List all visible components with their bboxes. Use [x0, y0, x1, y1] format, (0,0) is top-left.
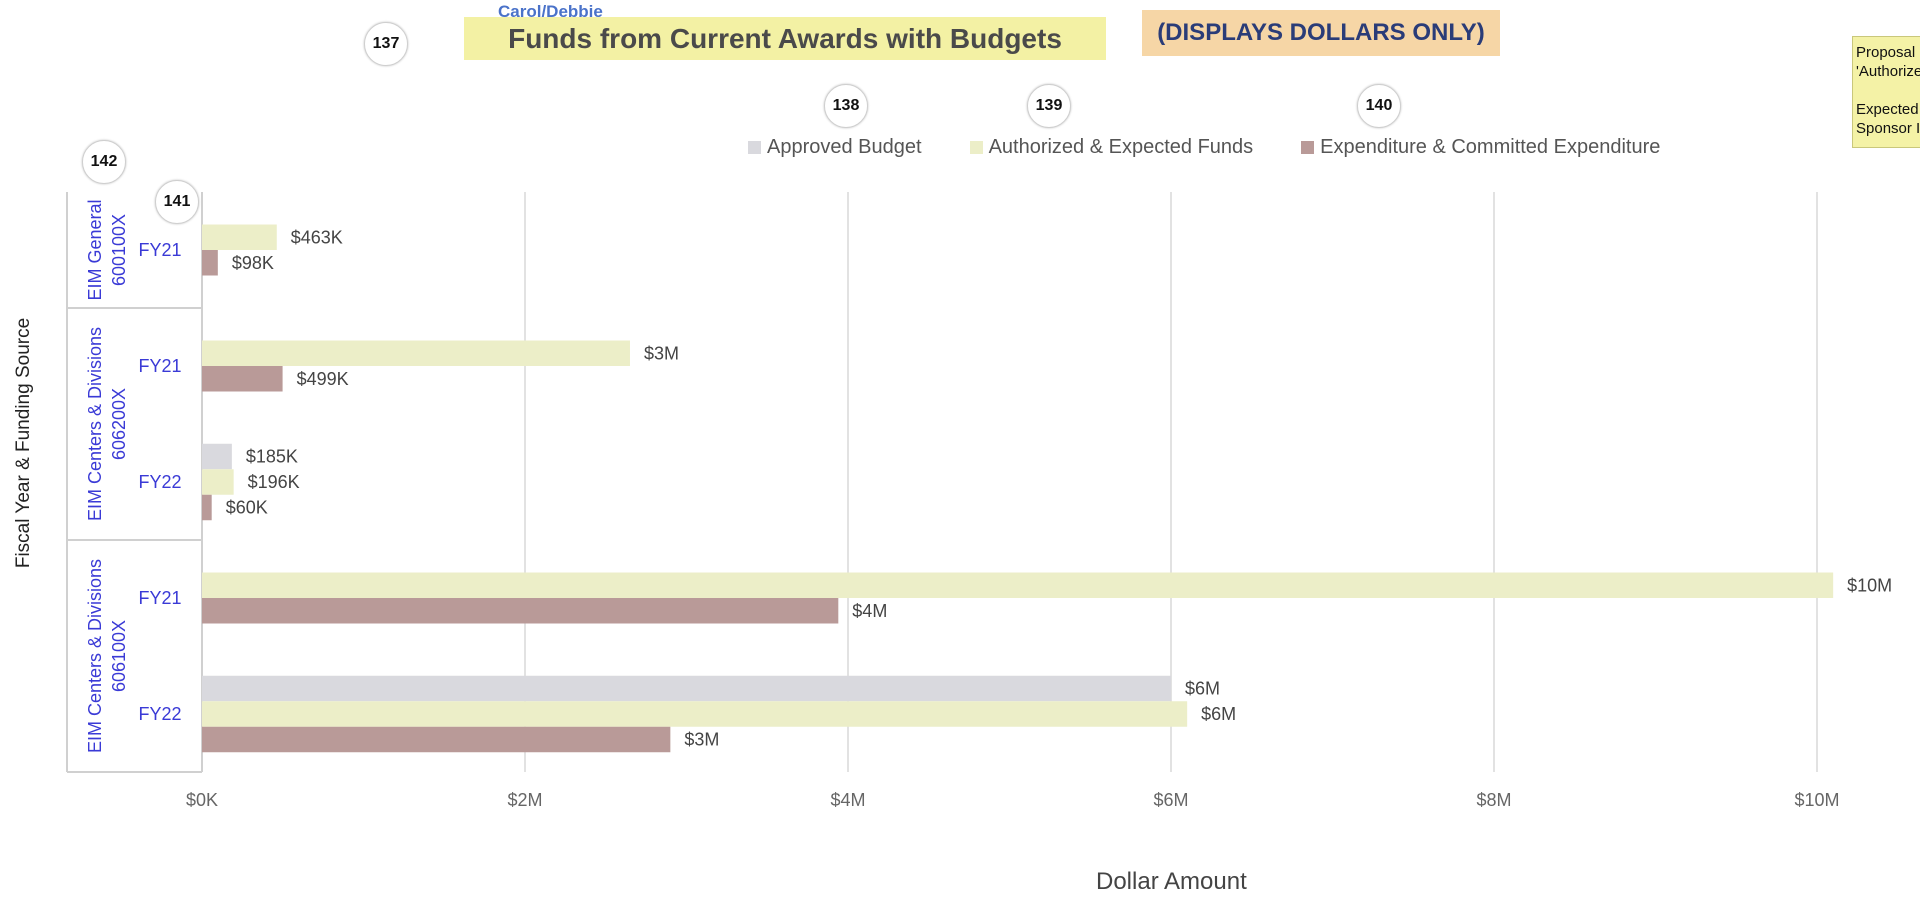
chart-legend: Approved Budget Authorized & Expected Fu… [748, 136, 1660, 159]
bar-data-label: $98K [232, 253, 274, 273]
legend-item-expenditure: Expenditure & Committed Expenditure [1301, 136, 1660, 159]
fiscal-year-label: FY21 [138, 588, 181, 608]
x-tick-label: $2M [507, 790, 542, 810]
bar-expenditure [202, 250, 218, 276]
side-note-line: Proposal [1856, 44, 1916, 61]
bar-approved [202, 443, 232, 470]
group-label-source-name: EIM Centers & Divisions [85, 559, 105, 753]
bar-data-label: $60K [226, 498, 268, 518]
bar-data-label: $10M [1847, 575, 1892, 595]
group-label-source-code: 606200X [109, 388, 129, 460]
legend-swatch-expenditure [1301, 141, 1315, 154]
fiscal-year-label: FY21 [138, 240, 181, 260]
fiscal-year-label: FY22 [138, 472, 181, 492]
group-label: EIM Centers & Divisions 606100X [85, 559, 129, 753]
annotation-badge-141[interactable]: 141 [155, 180, 199, 224]
side-note-line: 'Authorize [1856, 63, 1920, 80]
legend-swatch-authorized [969, 141, 983, 154]
x-tick-label: $4M [830, 790, 865, 810]
group-label-source-code: 600100X [109, 214, 129, 286]
cut-off-annotation: Carol/Debbie [498, 2, 603, 21]
group-label-source-name: EIM General [85, 199, 105, 300]
bar-approved [202, 675, 1171, 702]
bar-authorized [202, 572, 1834, 598]
group-label-source-code: 606100X [109, 620, 129, 692]
bar-data-label: $3M [684, 730, 719, 750]
legend-label-approved: Approved Budget [767, 136, 922, 158]
x-axis-title: Dollar Amount [1096, 868, 1247, 895]
bar-data-label: $196K [248, 472, 300, 492]
annotation-badge-142[interactable]: 142 [82, 140, 126, 184]
fiscal-year-label: FY21 [138, 356, 181, 376]
legend-label-authorized: Authorized & Expected Funds [988, 136, 1254, 158]
group-label-source-name: EIM Centers & Divisions [85, 327, 105, 521]
bar-expenditure [202, 494, 212, 521]
annotation-badge-140[interactable]: 140 [1357, 84, 1401, 128]
x-tick-label: $10M [1794, 790, 1839, 810]
bar-expenditure [202, 726, 671, 753]
legend-label-expenditure: Expenditure & Committed Expenditure [1320, 136, 1661, 158]
annotation-badge-139[interactable]: 139 [1027, 84, 1071, 128]
x-tick-label: $6M [1153, 790, 1188, 810]
group-label: EIM General 600100X [85, 199, 129, 300]
bar-data-label: $4M [852, 601, 887, 621]
dollars-only-note: (DISPLAYS DOLLARS ONLY) [1142, 10, 1500, 56]
legend-item-approved: Approved Budget [748, 136, 922, 159]
bar-expenditure [202, 598, 839, 624]
x-tick-label: $0K [186, 790, 218, 810]
side-note-line: Expected [1856, 101, 1919, 118]
side-sticky-note: Proposal 'Authorize Expected Sponsor I [1852, 36, 1920, 148]
bar-data-label: $185K [246, 447, 298, 467]
legend-item-authorized: Authorized & Expected Funds [969, 136, 1254, 159]
chart-title: Funds from Current Awards with Budgets [464, 17, 1106, 60]
bar-data-label: $6M [1201, 704, 1236, 724]
bar-data-label: $6M [1185, 679, 1220, 699]
side-note-line: Sponsor I [1856, 120, 1920, 137]
x-tick-label: $8M [1476, 790, 1511, 810]
legend-swatch-approved [748, 141, 761, 154]
bar-data-label: $3M [644, 343, 679, 363]
group-label: EIM Centers & Divisions 606200X [85, 327, 129, 521]
bar-data-label: $499K [297, 369, 349, 389]
bar-authorized [202, 224, 277, 250]
fiscal-year-label: FY22 [138, 704, 181, 724]
bar-expenditure [202, 366, 283, 392]
annotation-badge-138[interactable]: 138 [824, 84, 868, 128]
annotation-badge-137[interactable]: 137 [364, 22, 408, 66]
bar-authorized [202, 340, 630, 366]
bar-authorized [202, 469, 234, 495]
bar-data-label: $463K [291, 227, 343, 247]
bar-authorized [202, 701, 1188, 727]
